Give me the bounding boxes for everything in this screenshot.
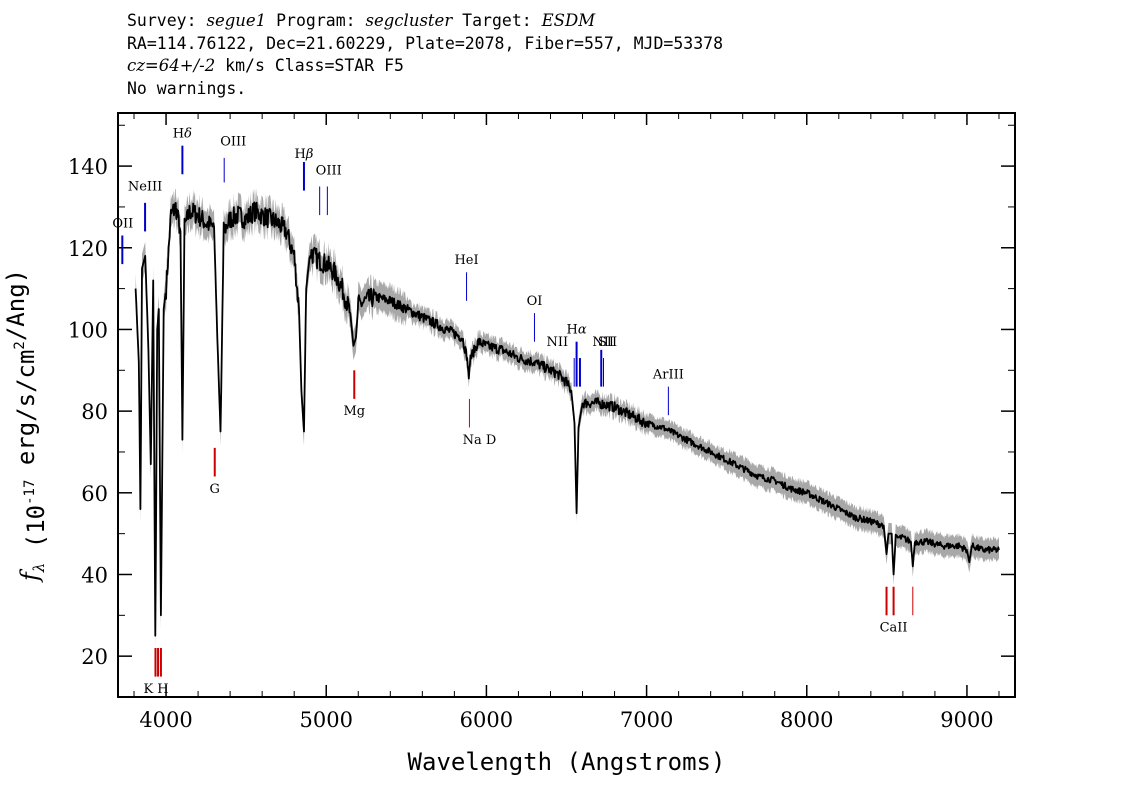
error-band <box>135 188 1000 650</box>
x-tick-label: 7000 <box>620 708 673 732</box>
y-tick-label: 60 <box>81 482 108 506</box>
program-label: Program: <box>266 11 366 30</box>
line-label-13: SII <box>598 335 617 350</box>
header-line-redshift: cz=64+/-2 km/s Class=STAR F5 <box>127 55 723 78</box>
y-axis-title: fλ (10-17 erg/s/cm2/Ang) <box>2 269 50 583</box>
target-label: Target: <box>452 11 542 30</box>
line-label-3: OII <box>112 216 133 231</box>
line-label-1: OIII <box>220 135 246 150</box>
header-line-warnings: No warnings. <box>127 78 247 98</box>
line-label-18: G <box>210 482 220 497</box>
axis-ticks <box>118 113 1015 698</box>
line-label-10: NII <box>547 335 569 350</box>
x-tick-label: 9000 <box>940 708 993 732</box>
y-tick-label: 20 <box>81 645 108 669</box>
spectrum-trace <box>134 201 1000 637</box>
target-value: ESDM <box>541 11 596 30</box>
tick-labels: 4000 5000 6000 7000 8000 9000 20 40 60 80 100 120 14… <box>68 155 994 732</box>
header-line-survey: Survey: segue1 Program: segcluster Targe… <box>127 10 723 33</box>
spectrum-line <box>134 201 1000 637</box>
redshift-value: cz=64+/-2 <box>127 56 216 75</box>
line-label-14: ArIII <box>652 367 684 382</box>
x-tick-label: 6000 <box>460 708 513 732</box>
line-label-15: K H <box>143 682 168 697</box>
line-label-8: OI <box>527 294 543 309</box>
x-tick-label: 5000 <box>300 708 353 732</box>
line-label-7: HeI <box>454 253 478 268</box>
program-value: segcluster <box>365 11 453 30</box>
line-label-4: Hβ <box>295 147 314 162</box>
y-tick-label: 100 <box>68 318 108 342</box>
spectrum-header: Survey: segue1 Program: segcluster Targe… <box>127 10 723 100</box>
survey-value: segue1 <box>206 11 267 30</box>
y-tick-label: 120 <box>68 237 108 261</box>
header-line-coordinates: RA=114.76122, Dec=21.60229, Plate=2078, … <box>127 33 724 53</box>
x-axis-title: Wavelength (Angstroms) <box>408 748 726 776</box>
line-label-12: NII <box>592 335 614 350</box>
line-label-0: Hδ <box>173 127 192 142</box>
x-tick-label: 8000 <box>780 708 833 732</box>
line-label-20: Na D <box>463 433 497 448</box>
line-label-2: NeIII <box>128 180 162 195</box>
line-label-5: OIII <box>316 163 342 178</box>
y-tick-label: 80 <box>81 400 108 424</box>
plot-frame <box>117 112 1016 698</box>
line-label-19: Mg <box>343 404 365 419</box>
y-tick-label: 140 <box>68 155 108 179</box>
y-tick-label: 40 <box>81 563 108 587</box>
survey-label: Survey: <box>127 11 207 30</box>
line-label-21: CaII <box>880 621 908 636</box>
line-label-9: Hα <box>567 323 587 338</box>
class-value: km/s Class=STAR F5 <box>215 56 404 75</box>
x-tick-label: 4000 <box>139 708 192 732</box>
error-band-area <box>135 188 1000 650</box>
